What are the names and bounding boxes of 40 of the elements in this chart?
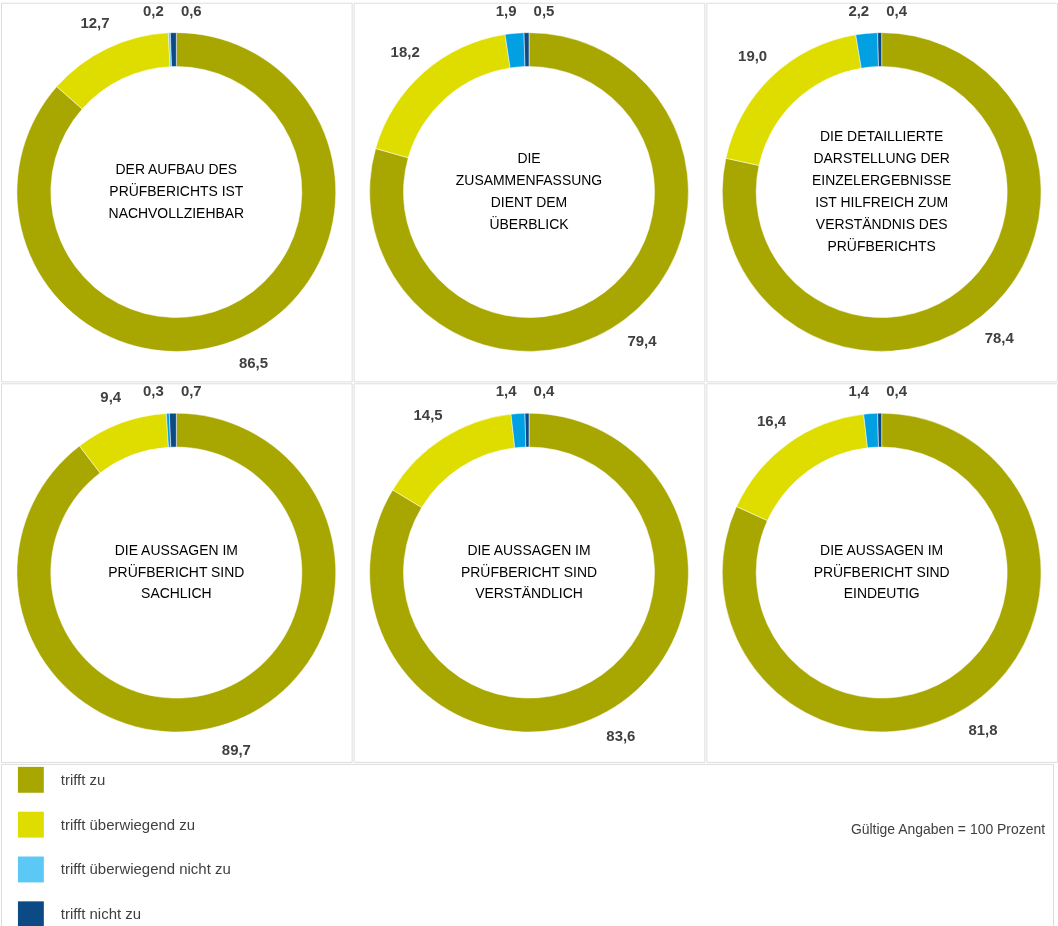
legend-label: trifft zu [60, 770, 106, 788]
legend-label: trifft überwiegend nicht zu [60, 860, 231, 878]
data-label: 0,5 [533, 1, 555, 19]
text: DIE AUSSAGEN IM PRÜFBERICHT SIND VERSTÄNDLICH [460, 541, 598, 602]
data-label: 16,4 [757, 412, 787, 430]
text: DIE DETAILLIERTE DARSTELLUNG DER EINZELERGEBNISSE IST HILFREICH ZUM VERSTÄNDNIS DES PRÜFBERICHTS [811, 128, 952, 254]
data-label: 0,2 [143, 1, 164, 19]
donut-slice [16, 32, 336, 352]
data-label: 19,0 [738, 47, 768, 65]
data-label: 1,4 [848, 382, 870, 400]
data-label: 14,5 [413, 405, 443, 423]
legend-label: trifft nicht zu [60, 905, 142, 923]
data-label: 81,8 [968, 721, 998, 739]
data-label: 79,4 [627, 332, 658, 350]
text: DIE AUSSAGEN IM PRÜFBERICHT SIND EINDEUTIG [813, 541, 950, 602]
data-label: 0,4 [886, 1, 908, 19]
data-label: 0,7 [180, 382, 202, 400]
donut-slice [722, 32, 1042, 352]
data-label: 78,4 [984, 328, 1015, 346]
data-label: 89,7 [221, 740, 251, 758]
data-label: 1,4 [495, 382, 518, 400]
donut-slice [16, 412, 336, 732]
data-label: 12,7 [80, 14, 110, 32]
data-label: 18,2 [390, 42, 420, 60]
data-label: 83,6 [606, 726, 636, 744]
data-label: 1,9 [495, 1, 517, 19]
text: Gültige Angaben = 100 Prozent [850, 820, 1046, 837]
data-label: 86,5 [238, 353, 268, 371]
data-label: 0,4 [886, 382, 908, 400]
text: DER AUFBAU DES PRÜFBERICHTS IST NACHVOLLZIEHBAR [108, 161, 245, 221]
text: DIE ZUSAMMENFASSUNG DIENT DEM ÜBERBLICK [455, 150, 603, 232]
text: DIE AUSSAGEN IM PRÜFBERICHT SIND SACHLICH [108, 541, 245, 602]
legend-label: trifft überwiegend zu [60, 815, 196, 833]
data-label: 0,6 [180, 1, 202, 19]
data-label: 2,2 [848, 1, 870, 19]
donut-slice [369, 412, 689, 732]
data-label: 0,4 [533, 382, 556, 400]
data-label: 9,4 [100, 388, 122, 406]
donut-slice [369, 32, 689, 352]
data-label: 0,3 [143, 382, 164, 400]
